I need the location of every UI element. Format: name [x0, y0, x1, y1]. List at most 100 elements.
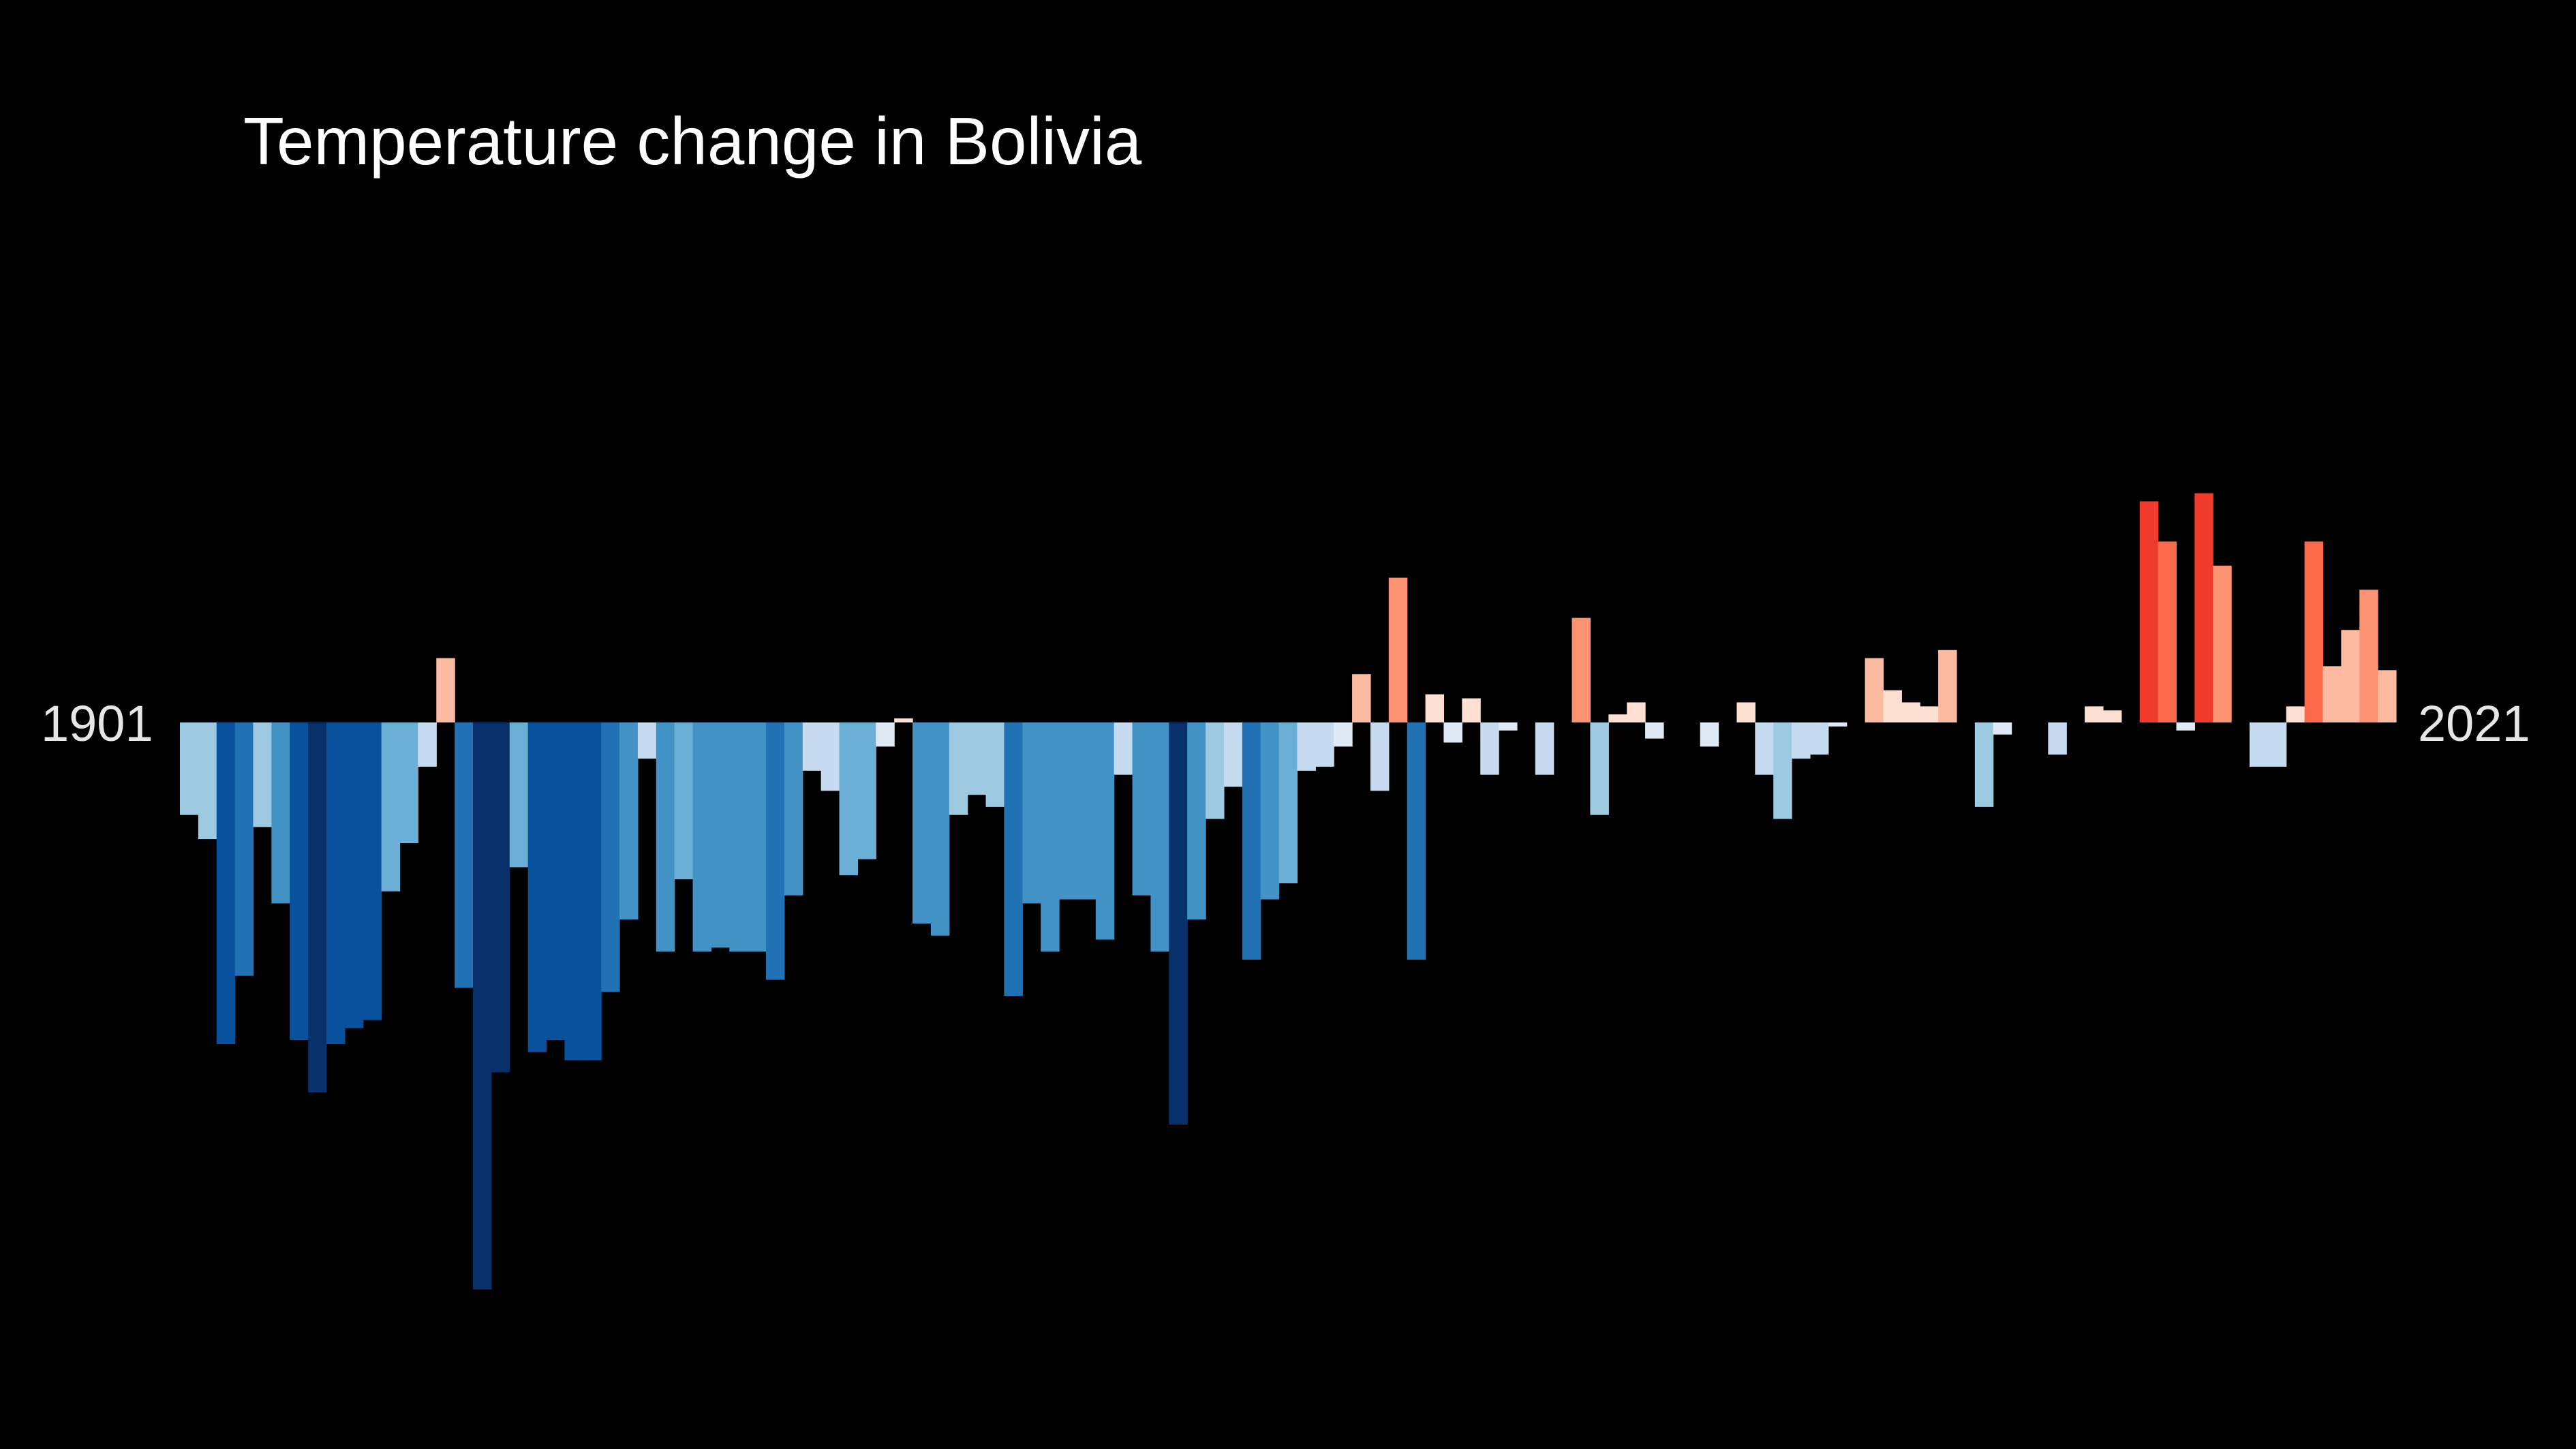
bar-1906 — [271, 722, 290, 904]
bar-1962 — [1297, 722, 1316, 771]
bar-1961 — [1278, 722, 1298, 883]
end-year-label: 2021 — [2418, 695, 2530, 752]
bar-2011 — [2194, 493, 2213, 722]
bar-1917 — [473, 722, 492, 1290]
bar-2014 — [2249, 722, 2269, 767]
start-year-label: 1901 — [41, 695, 153, 752]
bar-1933 — [766, 722, 785, 980]
bar-2010 — [2176, 722, 2195, 731]
bar-1946 — [1004, 722, 1023, 996]
bar-1943 — [949, 722, 968, 815]
bar-1931 — [729, 722, 748, 952]
bar-2008 — [2139, 501, 2159, 722]
bar-1997 — [1938, 650, 1957, 722]
bar-1963 — [1315, 722, 1334, 767]
bar-1935 — [802, 722, 822, 771]
bar-2009 — [2158, 541, 2177, 722]
bar-1978 — [1590, 722, 1609, 815]
bar-1950 — [1077, 722, 1097, 900]
bar-1989 — [1792, 722, 1811, 759]
bar-1972 — [1480, 722, 1499, 775]
bar-1901 — [180, 722, 199, 815]
bar-2017 — [2304, 541, 2324, 722]
chart-title: Temperature change in Bolivia — [243, 104, 1142, 179]
bar-2006 — [2102, 710, 2122, 722]
bar-2003 — [2048, 722, 2067, 755]
bar-1947 — [1022, 722, 1041, 904]
bar-1994 — [1883, 690, 1902, 722]
bar-1923 — [583, 722, 602, 1061]
bar-1955 — [1169, 722, 1188, 1125]
bar-1966 — [1370, 722, 1390, 791]
bar-1926 — [637, 722, 657, 759]
bar-1902 — [198, 722, 217, 840]
bar-1915 — [436, 658, 455, 722]
bar-1903 — [216, 722, 236, 1044]
bar-1996 — [1920, 706, 1939, 722]
bar-2000 — [1993, 722, 2012, 735]
bar-1907 — [290, 722, 309, 1041]
bar-1916 — [455, 722, 474, 988]
bar-1940 — [894, 718, 913, 722]
bar-1975 — [1535, 722, 1554, 775]
bar-2018 — [2322, 666, 2342, 722]
bar-1980 — [1627, 702, 1646, 722]
bar-1959 — [1242, 722, 1261, 960]
bar-2021 — [2378, 670, 2397, 722]
bar-1909 — [326, 722, 346, 1044]
bar-1958 — [1223, 722, 1243, 787]
bar-1924 — [601, 722, 620, 992]
bar-1986 — [1736, 702, 1755, 722]
bar-2012 — [2213, 565, 2232, 722]
bar-1911 — [363, 722, 382, 1020]
bar-1991 — [1828, 722, 1847, 727]
bar-1939 — [876, 722, 895, 747]
bar-1971 — [1462, 698, 1481, 722]
bar-1918 — [491, 722, 510, 1073]
bar-2020 — [2359, 590, 2378, 722]
bar-1945 — [985, 722, 1005, 807]
bar-1921 — [546, 722, 565, 1041]
bar-2015 — [2267, 722, 2287, 767]
bar-1937 — [839, 722, 859, 876]
bar-2005 — [2085, 706, 2104, 722]
bar-1932 — [748, 722, 767, 952]
bar-1949 — [1059, 722, 1078, 900]
bar-1942 — [930, 722, 950, 936]
bar-1964 — [1334, 722, 1353, 747]
bar-1908 — [308, 722, 327, 1093]
bar-1905 — [253, 722, 272, 827]
bar-1973 — [1499, 722, 1518, 731]
bar-1999 — [1974, 722, 1994, 807]
bar-1977 — [1571, 617, 1591, 722]
bar-1941 — [913, 722, 932, 924]
bar-1936 — [821, 722, 840, 791]
bar-1984 — [1700, 722, 1719, 747]
bar-1927 — [656, 722, 675, 952]
bar-1968 — [1407, 722, 1426, 960]
bar-1930 — [711, 722, 730, 948]
bar-1910 — [344, 722, 364, 1028]
bar-1957 — [1206, 722, 1225, 819]
bar-1929 — [692, 722, 712, 952]
bar-1960 — [1260, 722, 1280, 900]
bar-1938 — [857, 722, 876, 859]
bar-1995 — [1901, 702, 1920, 722]
bar-1948 — [1041, 722, 1060, 952]
bar-1953 — [1132, 722, 1152, 896]
bar-1922 — [564, 722, 583, 1061]
bar-1951 — [1095, 722, 1115, 940]
bar-1956 — [1187, 722, 1206, 920]
bar-1913 — [399, 722, 418, 843]
bar-1965 — [1352, 674, 1371, 722]
bar-1967 — [1388, 577, 1408, 722]
bar-1990 — [1809, 722, 1829, 755]
bar-1928 — [674, 722, 694, 880]
bar-2019 — [2341, 630, 2360, 722]
bar-1969 — [1425, 694, 1445, 722]
bar-1925 — [619, 722, 639, 920]
bar-1934 — [784, 722, 803, 896]
bar-1944 — [967, 722, 987, 795]
